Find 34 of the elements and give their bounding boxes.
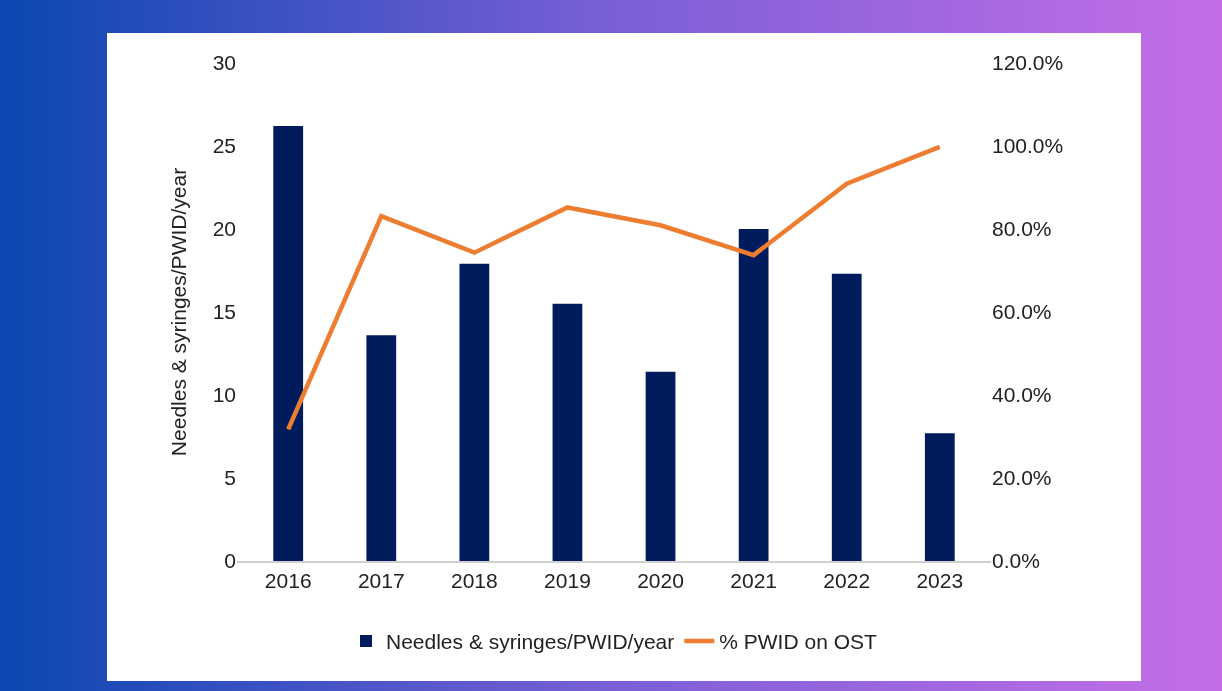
- y2-tick-label: 80.0%: [992, 217, 1052, 241]
- bar: [459, 263, 490, 561]
- x-tick-label: 2022: [823, 568, 871, 592]
- y2-tick-label: 20.0%: [992, 466, 1052, 490]
- legend-label: % PWID on OST: [719, 630, 877, 654]
- y2-tick-label: 100.0%: [992, 134, 1064, 158]
- y-tick-label: 25: [212, 134, 236, 158]
- x-tick-label: 2021: [730, 568, 777, 592]
- x-tick-label: 2016: [264, 568, 312, 592]
- y2-tick-label: 60.0%: [992, 300, 1052, 324]
- bar: [366, 335, 397, 561]
- bar: [738, 229, 769, 561]
- y2-tick-label: 0.0%: [992, 549, 1040, 573]
- y2-tick-label: 40.0%: [992, 383, 1052, 407]
- bar: [831, 273, 862, 561]
- y-tick-label: 5: [224, 466, 236, 490]
- y-axis-title: Needles & syringes/PWID/year: [166, 167, 190, 457]
- y-tick-label: 0: [224, 549, 236, 573]
- x-tick-label: 2020: [637, 568, 684, 592]
- bar: [273, 126, 304, 561]
- x-tick-label: 2017: [357, 568, 405, 592]
- line-series: [285, 144, 943, 432]
- bar: [552, 303, 583, 561]
- bar: [645, 371, 676, 561]
- y-tick-label: 20: [212, 217, 236, 241]
- x-tick-label: 2023: [916, 568, 964, 592]
- x-tick-label: 2018: [451, 568, 498, 592]
- y2-tick-label: 120.0%: [992, 51, 1064, 75]
- bar: [924, 433, 955, 561]
- y-tick-label: 15: [212, 300, 236, 324]
- x-tick-label: 2019: [544, 568, 591, 592]
- y-tick-label: 10: [212, 383, 236, 407]
- y-tick-label: 30: [212, 51, 236, 75]
- legend-label: Needles & syringes/PWID/year: [386, 630, 675, 654]
